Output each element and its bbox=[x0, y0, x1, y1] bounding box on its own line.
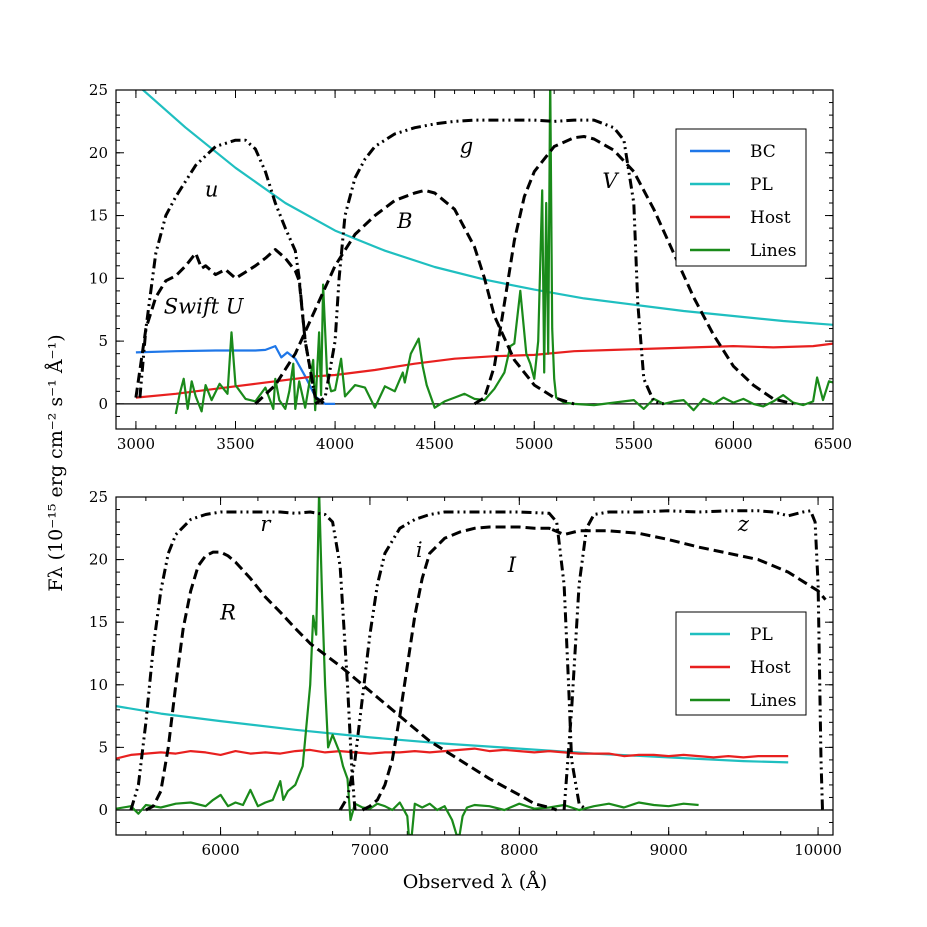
legend-label-pl: PL bbox=[750, 175, 773, 195]
y-tick-label: 20 bbox=[89, 551, 108, 569]
band-label-v: V bbox=[602, 169, 619, 193]
x-axis-label: Observed λ (Å) bbox=[403, 871, 548, 893]
series-host bbox=[116, 747, 789, 760]
legend-label-bc: BC bbox=[750, 142, 776, 162]
y-tick-label: 15 bbox=[89, 207, 108, 225]
band-label-i: i bbox=[416, 538, 423, 562]
series-r-filter bbox=[129, 510, 357, 811]
legend-label-host: Host bbox=[750, 208, 791, 228]
series-b-filter bbox=[254, 188, 575, 406]
y-tick-label: 0 bbox=[98, 395, 108, 413]
band-label-swift-u: Swift U bbox=[164, 294, 245, 318]
legend-box bbox=[675, 128, 807, 267]
y-tick-label: 0 bbox=[98, 801, 108, 819]
x-tick-label: 7000 bbox=[351, 841, 389, 859]
series-z-upper-filter bbox=[562, 509, 824, 811]
x-tick-label: 9000 bbox=[650, 841, 688, 859]
series-host bbox=[135, 342, 833, 399]
x-tick-label: 6500 bbox=[814, 435, 852, 453]
y-tick-label: 10 bbox=[89, 676, 108, 694]
series-swift-u-filter bbox=[134, 248, 317, 398]
series-pl bbox=[116, 705, 789, 764]
series-i-filter bbox=[361, 525, 553, 812]
x-tick-label: 6000 bbox=[201, 841, 239, 859]
band-label-u: u bbox=[205, 178, 219, 202]
series-lines bbox=[174, 90, 833, 415]
y-tick-label: 20 bbox=[89, 144, 108, 162]
x-tick-label: 6000 bbox=[714, 435, 752, 453]
y-tick-label: 5 bbox=[98, 332, 108, 350]
series-r-filter bbox=[145, 550, 558, 812]
legend-label-lines: Lines bbox=[750, 691, 796, 711]
series-i-filter bbox=[338, 510, 588, 812]
band-label-g: g bbox=[460, 134, 473, 158]
y-tick-label: 5 bbox=[98, 738, 108, 756]
x-tick-label: 3500 bbox=[216, 435, 254, 453]
legend-label-host: Host bbox=[750, 658, 791, 678]
x-tick-label: 4000 bbox=[316, 435, 354, 453]
plot-area bbox=[116, 497, 827, 835]
x-tick-label: 5000 bbox=[515, 435, 553, 453]
series-v-filter bbox=[473, 135, 794, 406]
y-tick-label: 15 bbox=[89, 613, 108, 631]
bottom-panel: 6000 7000 8000 9000 10000 0 5 10 15 20 25 r Ri Iz PL Ho… bbox=[89, 488, 842, 859]
series-lines bbox=[116, 497, 699, 835]
plot-area bbox=[134, 90, 833, 415]
y-tick-label: 10 bbox=[89, 269, 108, 287]
x-tick-label: 3000 bbox=[117, 435, 155, 453]
y-tick-label: 25 bbox=[89, 488, 108, 506]
y-tick-label: 25 bbox=[89, 81, 108, 99]
plot-frame bbox=[115, 496, 834, 836]
band-label-r: R bbox=[219, 601, 236, 625]
series-g-filter bbox=[314, 118, 665, 406]
x-tick-label: 5500 bbox=[615, 435, 653, 453]
x-tick-label: 8000 bbox=[500, 841, 538, 859]
band-label-i: I bbox=[507, 553, 517, 577]
series-z-filter bbox=[551, 528, 827, 601]
x-tick-label: 4500 bbox=[416, 435, 454, 453]
x-tick-label: 10000 bbox=[794, 841, 842, 859]
legend-label-lines: Lines bbox=[750, 241, 796, 261]
legend: PL Host Lines bbox=[675, 611, 807, 716]
band-label-z: z bbox=[737, 512, 750, 536]
legend-label-pl: PL bbox=[750, 625, 773, 645]
top-panel: 3000 3500 4000 4500 5000 5500 6000 6500 0 5 10 15 20… bbox=[89, 81, 852, 453]
legend: BC PL Host Lines bbox=[675, 128, 807, 267]
y-axis-label: Fλ (10⁻¹⁵ erg cm⁻² s⁻¹ Å⁻¹) bbox=[45, 334, 67, 591]
legend-box bbox=[675, 611, 807, 716]
band-label-r: r bbox=[260, 512, 272, 536]
band-label-b: B bbox=[396, 209, 412, 233]
plot-frame bbox=[115, 89, 834, 430]
